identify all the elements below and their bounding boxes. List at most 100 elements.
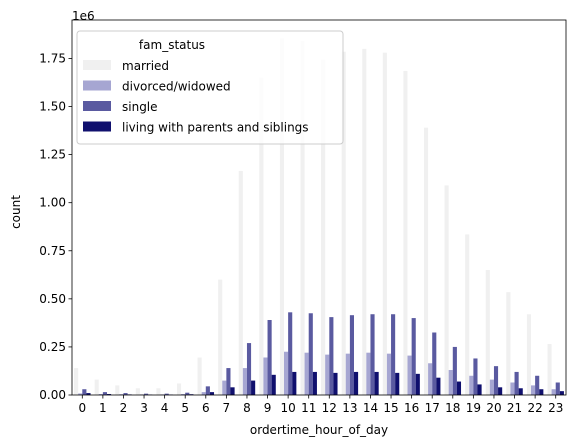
x-tick-label: 17 xyxy=(425,401,440,415)
bar-single-18 xyxy=(452,346,457,395)
bar-married-5 xyxy=(176,383,182,395)
x-tick-label: 10 xyxy=(280,401,295,415)
bar-single-16 xyxy=(411,318,416,395)
y-tick-label: 0.75 xyxy=(39,244,66,258)
bar-living-with-parents-and-siblings-13 xyxy=(353,371,359,395)
y-axis-title: count xyxy=(9,195,23,229)
x-axis-title: ordertime_hour_of_day xyxy=(250,423,388,437)
bar-living-with-parents-and-siblings-12 xyxy=(333,372,338,395)
bar-married-13 xyxy=(341,51,346,395)
x-tick-label: 2 xyxy=(120,401,128,415)
x-tick-label: 0 xyxy=(78,401,86,415)
bar-divorced-widowed-15 xyxy=(386,353,392,395)
bar-single-1 xyxy=(102,392,107,395)
plot-frame xyxy=(71,19,567,396)
bar-living-with-parents-and-siblings-11 xyxy=(312,371,317,395)
bar-living-with-parents-and-siblings-18 xyxy=(456,381,462,395)
bar-living-with-parents-and-siblings-15 xyxy=(395,372,400,395)
x-tick-label: 15 xyxy=(383,401,398,415)
bar-married-10 xyxy=(279,38,285,396)
y-tick-label: 1.75 xyxy=(39,51,66,65)
bar-single-7 xyxy=(226,368,231,395)
legend-frame xyxy=(76,30,344,145)
bar-divorced-widowed-22 xyxy=(531,385,536,395)
y-tick-label: 0.50 xyxy=(39,292,66,306)
bar-living-with-parents-and-siblings-1 xyxy=(106,394,112,395)
bar-single-5 xyxy=(185,392,190,395)
x-tick-label: 7 xyxy=(223,401,231,415)
bar-single-14 xyxy=(370,314,375,395)
bar-living-with-parents-and-siblings-20 xyxy=(498,387,503,395)
bar-single-8 xyxy=(246,343,252,395)
legend-swatch xyxy=(83,121,111,132)
bar-married-8 xyxy=(238,170,243,395)
bar-single-21 xyxy=(514,371,519,395)
bar-single-13 xyxy=(349,315,354,395)
bar-divorced-widowed-7 xyxy=(222,380,227,395)
x-tick-label: 22 xyxy=(527,401,542,415)
bar-living-with-parents-and-siblings-8 xyxy=(251,380,256,395)
bar-married-6 xyxy=(197,357,202,395)
bar-single-0 xyxy=(82,389,87,395)
bar-divorced-widowed-20 xyxy=(489,379,494,395)
bar-divorced-widowed-5 xyxy=(181,394,186,395)
bar-married-3 xyxy=(135,388,140,395)
x-tick-label: 9 xyxy=(264,401,272,415)
bar-divorced-widowed-1 xyxy=(98,394,103,395)
x-tick-label: 20 xyxy=(486,401,501,415)
bar-single-2 xyxy=(123,393,128,395)
bar-single-4 xyxy=(164,393,169,395)
bars-layer xyxy=(74,38,564,396)
bar-married-1 xyxy=(94,379,99,395)
bar-single-9 xyxy=(267,320,272,395)
bar-living-with-parents-and-siblings-9 xyxy=(271,374,276,395)
bar-married-17 xyxy=(423,127,429,395)
bar-married-9 xyxy=(259,77,264,395)
bar-married-11 xyxy=(300,41,305,396)
bar-living-with-parents-and-siblings-6 xyxy=(209,392,215,395)
legend-label: married xyxy=(122,59,169,73)
bar-married-16 xyxy=(403,70,408,396)
bar-divorced-widowed-8 xyxy=(242,368,247,395)
bar-single-19 xyxy=(473,358,478,395)
bar-living-with-parents-and-siblings-21 xyxy=(518,388,523,395)
bar-married-20 xyxy=(485,270,490,395)
bar-divorced-widowed-10 xyxy=(284,351,289,395)
bar-single-11 xyxy=(308,313,313,395)
bar-married-23 xyxy=(547,344,552,395)
bar-married-22 xyxy=(526,314,532,395)
axes-layer: 0.000.250.500.751.001.251.501.750 1 2 3 4 5 6 7… xyxy=(39,19,567,415)
bar-divorced-widowed-0 xyxy=(78,393,83,395)
x-tick-label: 18 xyxy=(445,401,460,415)
y-offset-label: 1e6 xyxy=(72,9,95,23)
legend-swatch xyxy=(83,80,111,91)
bar-married-7 xyxy=(218,279,223,395)
x-tick-label: 6 xyxy=(202,401,210,415)
bar-living-with-parents-and-siblings-19 xyxy=(477,384,482,395)
bar-divorced-widowed-9 xyxy=(263,357,268,395)
bar-divorced-widowed-13 xyxy=(345,353,350,395)
bar-single-6 xyxy=(205,386,210,395)
y-tick-label: 1.50 xyxy=(39,100,66,114)
bar-married-18 xyxy=(444,185,449,395)
bar-single-23 xyxy=(555,382,560,395)
x-tick-label: 11 xyxy=(301,401,316,415)
x-tick-label: 5 xyxy=(181,401,189,415)
bar-divorced-widowed-18 xyxy=(448,370,453,395)
bar-divorced-widowed-19 xyxy=(469,375,474,395)
bar-married-4 xyxy=(156,388,161,395)
bar-divorced-widowed-17 xyxy=(428,363,433,395)
bar-married-0 xyxy=(74,368,79,395)
x-tick-label: 23 xyxy=(548,401,563,415)
bar-divorced-widowed-16 xyxy=(407,355,412,395)
x-tick-label: 19 xyxy=(466,401,481,415)
bar-living-with-parents-and-siblings-7 xyxy=(230,387,235,395)
bar-divorced-widowed-14 xyxy=(366,352,371,395)
x-tick-label: 3 xyxy=(140,401,148,415)
bar-married-21 xyxy=(506,292,511,395)
bar-single-15 xyxy=(391,314,396,395)
y-tick-label: 0.00 xyxy=(39,388,66,402)
bar-living-with-parents-and-siblings-23 xyxy=(559,391,564,395)
